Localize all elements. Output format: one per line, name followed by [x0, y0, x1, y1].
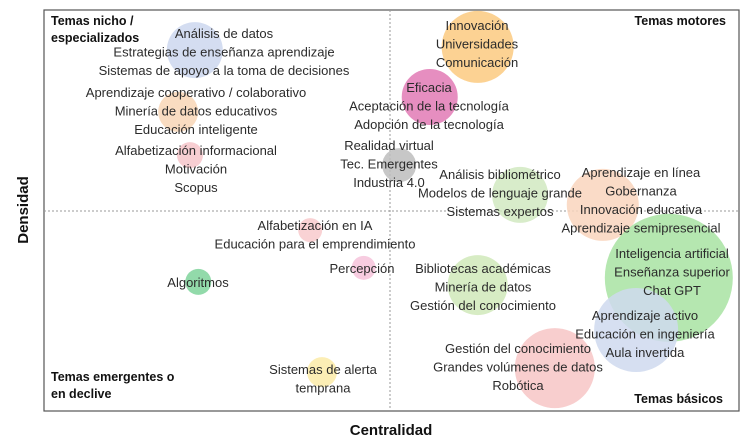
- quadrant-label-emerging-2: en declive: [51, 387, 111, 401]
- cluster-label: Comunicación: [436, 55, 518, 70]
- cluster-label: Sistemas de apoyo a la toma de decisione…: [99, 63, 350, 78]
- cluster-label: Gestión del conocimiento: [445, 341, 591, 356]
- cluster-label: Eficacia: [406, 80, 452, 95]
- cluster-bubble: [176, 142, 203, 169]
- cluster-bubble: [514, 328, 595, 409]
- cluster-label: Tec. Emergentes: [340, 157, 438, 172]
- cluster-label: Gestión del conocimiento: [410, 298, 556, 313]
- cluster-bubble: [185, 268, 212, 295]
- cluster-label: Realidad virtual: [344, 138, 434, 153]
- cluster-label: Aprendizaje en línea: [582, 165, 701, 180]
- quadrant-label-basic: Temas básicos: [634, 392, 723, 406]
- cluster-bubble: [441, 10, 514, 83]
- cluster-bubble: [492, 166, 549, 223]
- cluster-label: Adopción de la tecnología: [354, 117, 504, 132]
- cluster-label: Chat GPT: [643, 283, 701, 298]
- cluster-bubble: [447, 255, 508, 316]
- cluster-label: Algoritmos: [167, 275, 229, 290]
- cluster-label: Aprendizaje semipresencial: [562, 221, 721, 236]
- quadrant-label-niche-2: especializados: [51, 31, 139, 45]
- cluster-label: Aprendizaje cooperativo / colaborativo: [86, 85, 306, 100]
- cluster-label: Bibliotecas académicas: [415, 261, 551, 276]
- cluster-label: Robótica: [492, 378, 544, 393]
- cluster-bubble: [594, 287, 679, 372]
- quadrant-label-motor: Temas motores: [635, 14, 727, 28]
- cluster-label: Educación para el emprendimiento: [215, 237, 416, 252]
- cluster-bubble: [382, 148, 417, 183]
- cluster-label: Percepción: [329, 261, 394, 276]
- cluster-label: Inteligencia artificial: [615, 246, 729, 261]
- cluster-label: Educación inteligente: [134, 122, 258, 137]
- cluster-bubble: [158, 91, 199, 132]
- cluster-label: Innovación: [446, 18, 509, 33]
- cluster-bubble: [566, 168, 639, 241]
- cluster-label: Análisis bibliométrico: [439, 167, 560, 182]
- cluster-bubble: [401, 69, 458, 126]
- cluster-label: Aprendizaje activo: [592, 308, 698, 323]
- cluster-label: Scopus: [174, 180, 218, 195]
- cluster-label: Modelos de lenguaje grande: [418, 186, 582, 201]
- cluster-label: Minería de datos: [435, 280, 532, 295]
- cluster-label: Sistemas expertos: [447, 204, 554, 219]
- cluster-label: temprana: [296, 381, 352, 396]
- cluster-label: Gobernanza: [605, 184, 677, 199]
- cluster-label: Innovación educativa: [580, 202, 703, 217]
- cluster-label: Estrategias de enseñanza aprendizaje: [113, 45, 334, 60]
- cluster-label: Alfabetización en IA: [258, 218, 373, 233]
- cluster-label: Educación en ingeniería: [575, 327, 715, 342]
- quadrant-label-niche-1: Temas nicho /: [51, 14, 134, 28]
- cluster-label: Sistemas de alerta: [269, 362, 377, 377]
- cluster-label: Motivación: [165, 162, 227, 177]
- cluster-label: Aceptación de la tecnología: [349, 99, 509, 114]
- cluster-label: Industria 4.0: [353, 175, 425, 190]
- cluster-bubble: [166, 22, 223, 79]
- cluster-label: Alfabetización informacional: [115, 143, 277, 158]
- cluster-label: Aula invertida: [606, 345, 686, 360]
- cluster-label: Enseñanza superior: [614, 265, 730, 280]
- cluster-bubble: [298, 218, 323, 243]
- y-axis-label: Densidad: [15, 176, 32, 244]
- cluster-label: Análisis de datos: [175, 26, 274, 41]
- cluster-label: Universidades: [436, 37, 519, 52]
- cluster-label: Grandes volúmenes de datos: [433, 360, 603, 375]
- cluster-bubble: [307, 357, 337, 388]
- cluster-label: Minería de datos educativos: [115, 104, 278, 119]
- x-axis-label: Centralidad: [350, 422, 433, 439]
- cluster-bubble: [351, 255, 376, 280]
- quadrant-label-emerging-1: Temas emergentes o: [51, 370, 175, 384]
